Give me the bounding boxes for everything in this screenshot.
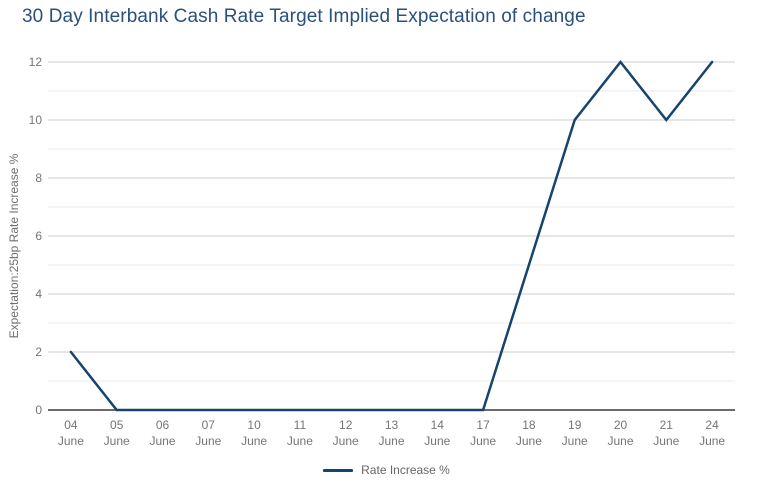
y-tick-label: 0 <box>35 403 42 417</box>
x-tick-label: June <box>607 434 633 448</box>
x-tick-label: June <box>333 434 359 448</box>
x-tick-label: June <box>195 434 221 448</box>
x-tick-label: June <box>653 434 679 448</box>
x-tick-label: 18 <box>522 418 536 432</box>
x-tick-label: 07 <box>202 418 216 432</box>
x-tick-label: June <box>699 434 725 448</box>
x-tick-label: 21 <box>660 418 674 432</box>
x-tick-label: June <box>287 434 313 448</box>
y-tick-label: 2 <box>35 345 42 359</box>
x-tick-label: 11 <box>294 418 307 432</box>
y-tick-label: 8 <box>35 171 42 185</box>
y-tick-label: 6 <box>35 229 42 243</box>
x-tick-label: June <box>241 434 267 448</box>
x-tick-label: 24 <box>705 418 719 432</box>
x-tick-label: 19 <box>568 418 582 432</box>
x-tick-label: June <box>378 434 404 448</box>
chart-title: 30 Day Interbank Cash Rate Target Implie… <box>22 6 586 27</box>
y-tick-label: 12 <box>29 55 43 69</box>
x-tick-label: 04 <box>64 418 78 432</box>
x-tick-label: 12 <box>339 418 353 432</box>
x-tick-label: 14 <box>431 418 445 432</box>
x-tick-label: June <box>516 434 542 448</box>
x-tick-label: June <box>104 434 130 448</box>
x-tick-label: June <box>58 434 84 448</box>
legend-label: Rate Increase % <box>361 463 450 477</box>
y-tick-label: 10 <box>29 113 43 127</box>
legend-item-rate-increase[interactable]: Rate Increase % <box>0 463 773 477</box>
x-tick-label: June <box>562 434 588 448</box>
x-tick-label: 17 <box>476 418 490 432</box>
x-tick-label: 05 <box>110 418 124 432</box>
x-tick-label: June <box>149 434 175 448</box>
y-tick-label: 4 <box>35 287 42 301</box>
x-tick-label: 13 <box>385 418 399 432</box>
legend-line-swatch-icon <box>323 468 354 472</box>
x-tick-label: June <box>470 434 496 448</box>
x-tick-label: 06 <box>156 418 170 432</box>
x-tick-label: 10 <box>247 418 261 432</box>
series-line-rate-increase <box>69 59 714 412</box>
x-tick-label: 20 <box>614 418 628 432</box>
x-tick-label: June <box>424 434 450 448</box>
